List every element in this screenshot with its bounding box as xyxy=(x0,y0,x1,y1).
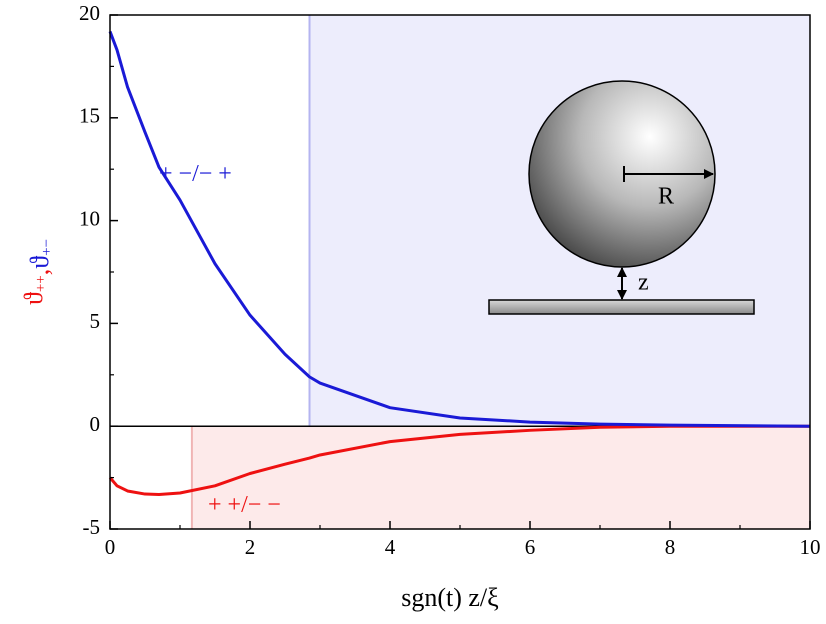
y-label-part: ϑ+− xyxy=(25,239,55,269)
annotation: + −/− + xyxy=(159,161,232,187)
annotation: + +/− − xyxy=(208,492,281,518)
y-tick-label: 10 xyxy=(79,206,100,230)
y-tick-label: 5 xyxy=(90,309,101,333)
plate xyxy=(488,299,755,315)
x-tick-label: 6 xyxy=(525,535,536,559)
gap-label: z xyxy=(638,270,649,296)
y-axis-label: ϑ++,ϑ+− xyxy=(19,239,55,305)
x-tick-label: 8 xyxy=(665,535,676,559)
x-tick-label: 0 xyxy=(105,535,116,559)
y-tick-label: -5 xyxy=(83,515,101,539)
y-label-separator: , xyxy=(25,269,54,276)
series-line xyxy=(108,424,810,496)
y-tick-label: 0 xyxy=(90,412,101,436)
series-line xyxy=(108,30,811,428)
radius-label: R xyxy=(658,184,674,210)
y-tick-label: 20 xyxy=(79,1,100,25)
x-tick-label: 10 xyxy=(800,535,821,559)
y-label-part: ϑ++ xyxy=(19,275,49,305)
shaded-region xyxy=(191,426,810,529)
x-tick-label: 2 xyxy=(245,535,256,559)
x-tick-label: 4 xyxy=(385,535,396,559)
x-axis-label: sgn(t) z/ξ xyxy=(401,583,499,612)
y-tick-label: 15 xyxy=(79,104,100,128)
inset-diagram: Rz xyxy=(488,80,755,315)
